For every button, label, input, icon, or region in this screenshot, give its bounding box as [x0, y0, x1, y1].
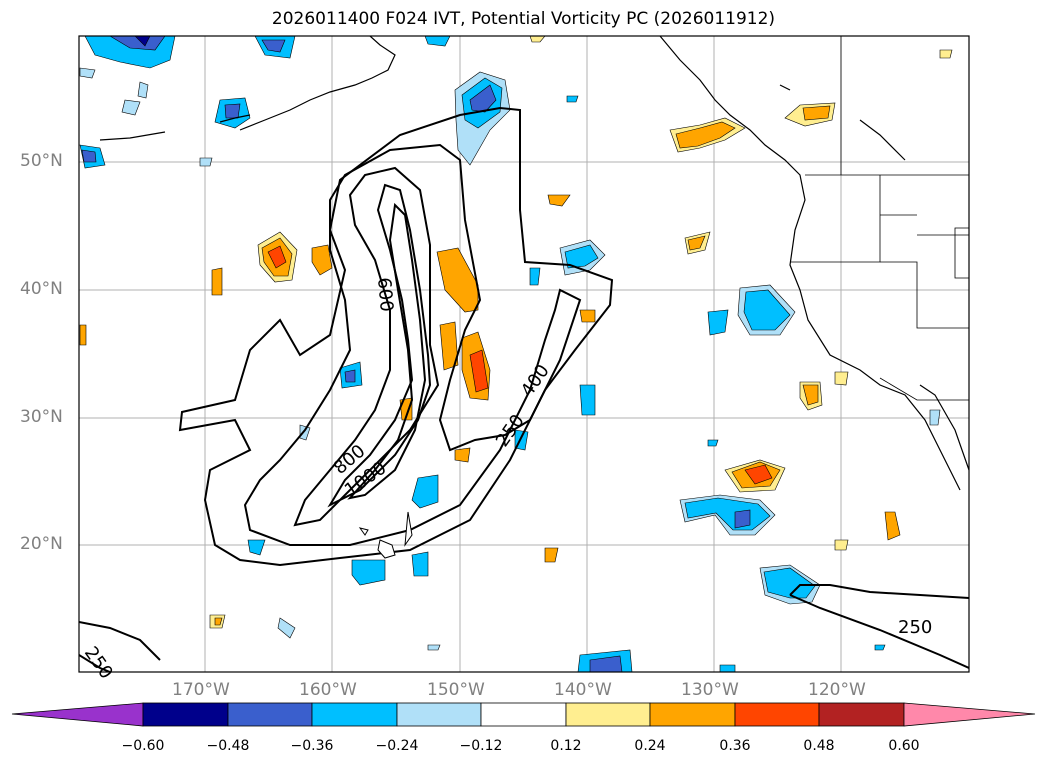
lat-label-40: 40°N — [20, 279, 63, 299]
colorbar-tick: 0.36 — [719, 738, 751, 754]
borders — [790, 36, 969, 401]
lon-label-150w: 150°W — [427, 680, 485, 700]
lon-label-170w: 170°W — [172, 680, 230, 700]
colorbar-tick: 0.24 — [634, 738, 666, 754]
colorbar-swatch — [480, 702, 567, 727]
pv-shading — [79, 36, 953, 672]
colorbar — [11, 702, 1036, 727]
colorbar-tick: −0.12 — [459, 738, 503, 754]
lon-label-130w: 130°W — [681, 680, 739, 700]
colorbar-swatch — [565, 702, 651, 727]
lat-label-50: 50°N — [20, 151, 63, 171]
colorbar-tick: 0.12 — [550, 738, 582, 754]
hawaii-islands — [358, 511, 413, 559]
colorbar-swatch — [311, 702, 398, 727]
coastlines — [99, 36, 969, 491]
colorbar-tick: −0.36 — [290, 738, 334, 754]
colorbar-swatch — [734, 702, 820, 727]
colorbar-tick: −0.24 — [375, 738, 419, 754]
map-panel — [79, 36, 969, 672]
contour-label-250-east: 250 — [898, 617, 932, 638]
lon-label-160w: 160°W — [299, 680, 357, 700]
colorbar-tick: −0.60 — [121, 738, 165, 754]
colorbar-tick: 0.48 — [803, 738, 835, 754]
colorbar-swatch — [818, 702, 905, 727]
lat-label-30: 30°N — [20, 407, 63, 427]
colorbar-swatch — [903, 702, 1036, 727]
graticule — [79, 36, 969, 672]
contour-label-600: 600 — [373, 277, 397, 313]
colorbar-swatch — [11, 702, 144, 727]
ivt-contours — [79, 106, 969, 672]
map-frame — [78, 35, 970, 673]
lon-label-140w: 140°W — [554, 680, 612, 700]
lon-label-120w: 120°W — [808, 680, 866, 700]
colorbar-tick: −0.48 — [206, 738, 250, 754]
colorbar-swatch — [227, 702, 313, 727]
colorbar-swatch — [649, 702, 736, 727]
lat-label-20: 20°N — [20, 534, 63, 554]
colorbar-swatch — [396, 702, 482, 727]
map-title: 2026011400 F024 IVT, Potential Vorticity… — [271, 9, 776, 29]
colorbar-swatch — [142, 702, 229, 727]
colorbar-tick: 0.60 — [888, 738, 920, 754]
